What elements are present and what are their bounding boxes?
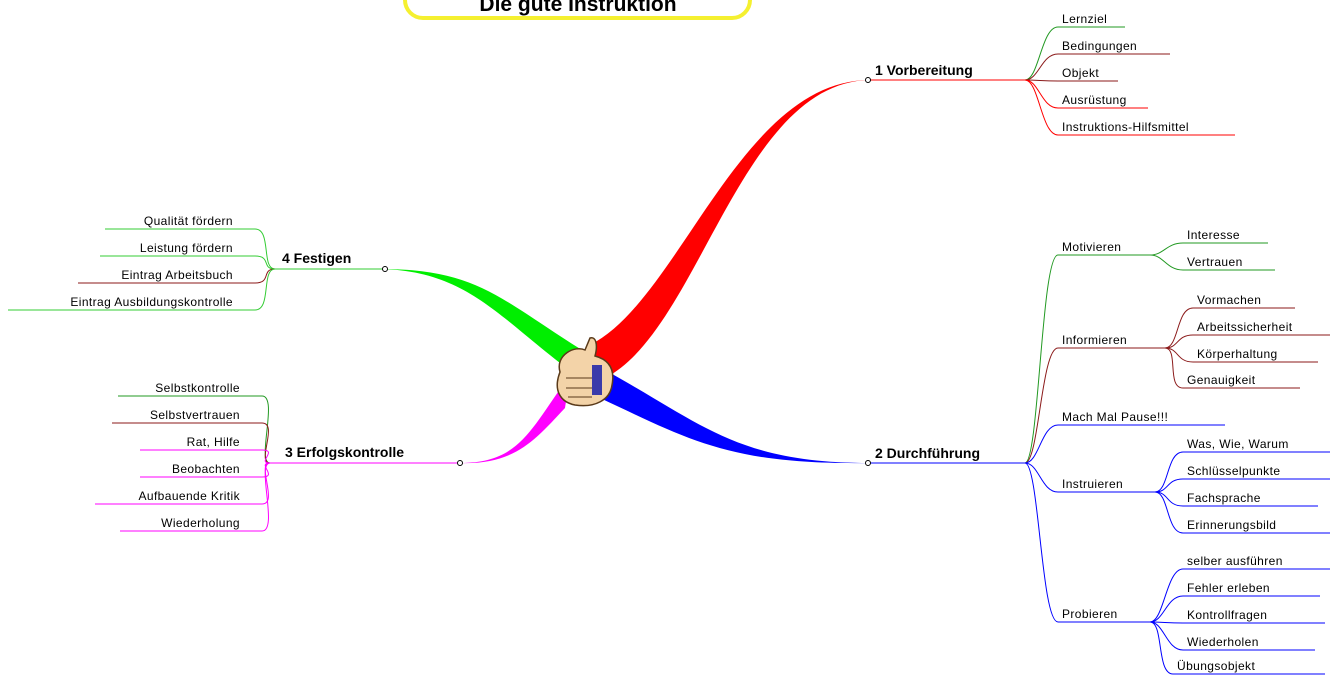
node-label: Vormachen: [1197, 293, 1261, 307]
node-label: Wiederholen: [1187, 635, 1259, 649]
node-label: Lernziel: [1062, 12, 1107, 26]
node-label: Informieren: [1062, 333, 1127, 347]
node-label: Genauigkeit: [1187, 373, 1256, 387]
node-label: Vertrauen: [1187, 255, 1243, 269]
node-label: Fachsprache: [1187, 491, 1261, 505]
node-label: Interesse: [1187, 228, 1240, 242]
connector: [1150, 569, 1183, 622]
connector: [1155, 452, 1183, 492]
node-label: Mach Mal Pause!!!: [1062, 410, 1168, 424]
mind-map: Die gute Instruktion 1 Vorbereitung Lernz…: [0, 0, 1335, 675]
connector: [255, 256, 275, 269]
connector: [1025, 80, 1058, 108]
node-label: Erinnerungsbild: [1187, 518, 1276, 532]
connector: [1025, 463, 1058, 492]
node-label: Rat, Hilfe: [187, 435, 240, 449]
node-label: Übungsobjekt: [1177, 659, 1255, 673]
node-label: Leistung fördern: [140, 241, 233, 255]
connector: [1025, 54, 1058, 80]
node-label: Beobachten: [172, 462, 240, 476]
hub: [866, 78, 871, 83]
node-label: Eintrag Ausbildungskontrolle: [70, 295, 233, 309]
node-label: Bedingungen: [1062, 39, 1137, 53]
node-label: Fehler erleben: [1187, 581, 1270, 595]
node-label: Ausrüstung: [1062, 93, 1127, 107]
hub: [866, 461, 871, 466]
connector: [1025, 348, 1058, 463]
node-label: Körperhaltung: [1197, 347, 1278, 361]
connector: [1155, 492, 1183, 533]
node-label: Motivieren: [1062, 240, 1121, 254]
node-label: Kontrollfragen: [1187, 608, 1267, 622]
node-label: Was, Wie, Warum: [1187, 437, 1289, 451]
hub: [383, 267, 388, 272]
node-label: Objekt: [1062, 66, 1099, 80]
node-label: selber ausführen: [1187, 554, 1283, 568]
branch-label: 4 Festigen: [282, 250, 351, 266]
title: Die gute Instruktion: [479, 0, 676, 16]
branch-ribbon: [590, 80, 870, 378]
connector: [255, 229, 275, 269]
connector: [1150, 622, 1183, 650]
branch-label: 1 Vorbereitung: [875, 62, 973, 78]
connector: [1025, 463, 1058, 622]
branch-ribbon: [380, 269, 590, 378]
connector: [1150, 255, 1183, 270]
hub: [458, 461, 463, 466]
node-label: Qualität fördern: [144, 214, 233, 228]
branch-label: 2 Durchführung: [875, 445, 980, 461]
connector: [1165, 308, 1193, 348]
connector: [1025, 27, 1058, 80]
branch-label: 3 Erfolgskontrolle: [285, 444, 404, 460]
node-label: Instruieren: [1062, 477, 1123, 491]
connector: [1025, 255, 1058, 463]
branch-ribbon: [460, 375, 570, 463]
connector: [1150, 243, 1183, 255]
connector: [1150, 596, 1183, 622]
node-label: Instruktions-Hilfsmittel: [1062, 120, 1189, 134]
connector: [1165, 348, 1183, 388]
node-label: Probieren: [1062, 607, 1118, 621]
branch-ribbon: [590, 362, 870, 463]
connector: [255, 269, 275, 283]
node-label: Selbstkontrolle: [155, 381, 240, 395]
connector: [255, 269, 275, 310]
node-label: Wiederholung: [161, 516, 240, 530]
node-label: Schlüsselpunkte: [1187, 464, 1280, 478]
node-label: Eintrag Arbeitsbuch: [121, 268, 233, 282]
node-label: Selbstvertrauen: [150, 408, 240, 422]
node-label: Aufbauende Kritik: [138, 489, 240, 503]
node-label: Arbeitssicherheit: [1197, 320, 1293, 334]
